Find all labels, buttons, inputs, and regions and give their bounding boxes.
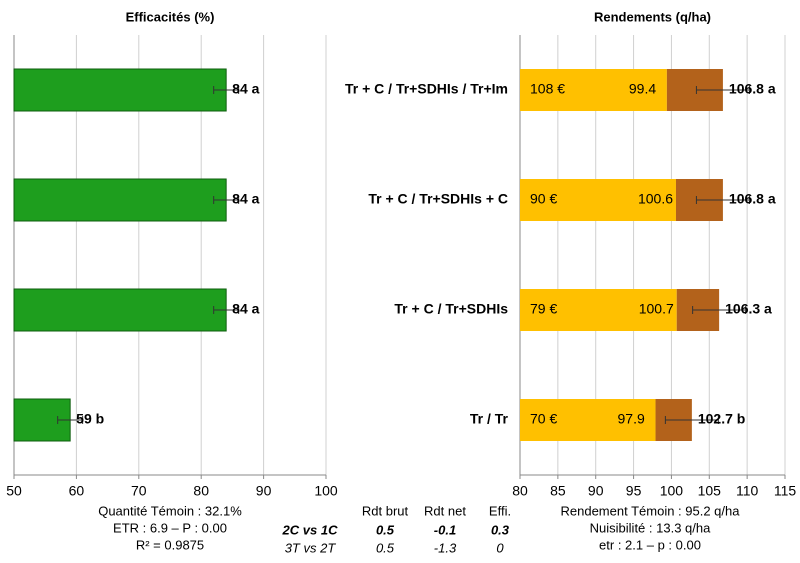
table-cell: 0.3 bbox=[491, 522, 510, 537]
x-tick-label: 70 bbox=[131, 483, 147, 499]
data-label: 97.9 bbox=[618, 411, 645, 427]
data-label: 84 a bbox=[232, 191, 259, 207]
note: Rendement Témoin : 95.2 q/ha bbox=[561, 503, 741, 518]
x-tick-label: 95 bbox=[626, 483, 642, 499]
table-header: Effi. bbox=[489, 503, 511, 518]
chart-title: Rendements (q/ha) bbox=[594, 9, 711, 24]
x-tick-label: 105 bbox=[698, 483, 722, 499]
data-label: 100.6 bbox=[638, 191, 673, 207]
bar bbox=[13, 68, 227, 112]
table-header: Rdt net bbox=[424, 503, 466, 518]
total-label: 106.3 a bbox=[725, 301, 772, 317]
bar bbox=[13, 288, 227, 332]
y-tick-label: Tr + C / Tr+SDHIs bbox=[394, 301, 508, 317]
x-tick-label: 110 bbox=[736, 483, 759, 499]
table-cell: 2C vs 1C bbox=[282, 522, 339, 537]
x-tick-label: 80 bbox=[512, 483, 528, 499]
x-tick-label: 90 bbox=[256, 483, 272, 499]
data-label: 100.7 bbox=[639, 301, 674, 317]
total-label: 106.8 a bbox=[729, 81, 776, 97]
chart-title: Efficacités (%) bbox=[126, 9, 215, 24]
data-label: 84 a bbox=[232, 81, 259, 97]
bar bbox=[13, 178, 227, 222]
x-tick-label: 80 bbox=[193, 483, 209, 499]
x-tick-label: 115 bbox=[774, 483, 797, 499]
gain-label: 70 € bbox=[530, 411, 557, 427]
bar-segment bbox=[520, 289, 677, 331]
x-tick-label: 50 bbox=[6, 483, 22, 499]
bar-segment bbox=[520, 179, 676, 221]
y-tick-label: Tr / Tr bbox=[470, 411, 509, 427]
data-label: 99.4 bbox=[629, 81, 656, 97]
bar-segment bbox=[520, 69, 667, 111]
data-label: 84 a bbox=[232, 301, 259, 317]
table-header: Rdt brut bbox=[362, 503, 409, 518]
x-tick-label: 85 bbox=[550, 483, 566, 499]
bar-segment bbox=[520, 399, 656, 441]
table-cell: -0.1 bbox=[434, 522, 456, 537]
y-tick-label: Tr + C / Tr+SDHIs / Tr+Im bbox=[345, 81, 508, 97]
x-tick-label: 100 bbox=[314, 483, 338, 499]
table-cell: 3T vs 2T bbox=[285, 540, 337, 555]
table-cell: 0.5 bbox=[376, 540, 395, 555]
table-cell: 0.5 bbox=[376, 522, 395, 537]
table-cell: 0 bbox=[496, 540, 504, 555]
y-tick-label: Tr + C / Tr+SDHIs + C bbox=[368, 191, 508, 207]
x-tick-label: 60 bbox=[69, 483, 85, 499]
x-tick-label: 90 bbox=[588, 483, 604, 499]
gain-label: 79 € bbox=[530, 301, 557, 317]
x-tick-label: 100 bbox=[660, 483, 684, 499]
note: etr : 2.1 – p : 0.00 bbox=[599, 537, 701, 552]
total-label: 102.7 b bbox=[698, 411, 745, 427]
table-cell: -1.3 bbox=[434, 540, 457, 555]
note: Nuisibilité : 13.3 q/ha bbox=[590, 520, 711, 535]
total-label: 106.8 a bbox=[729, 191, 776, 207]
note: R² = 0.9875 bbox=[136, 537, 204, 552]
note: Quantité Témoin : 32.1% bbox=[98, 503, 242, 518]
gain-label: 90 € bbox=[530, 191, 557, 207]
note: ETR : 6.9 – P : 0.00 bbox=[113, 520, 227, 535]
data-label: 59 b bbox=[76, 411, 104, 427]
gain-label: 108 € bbox=[530, 81, 565, 97]
